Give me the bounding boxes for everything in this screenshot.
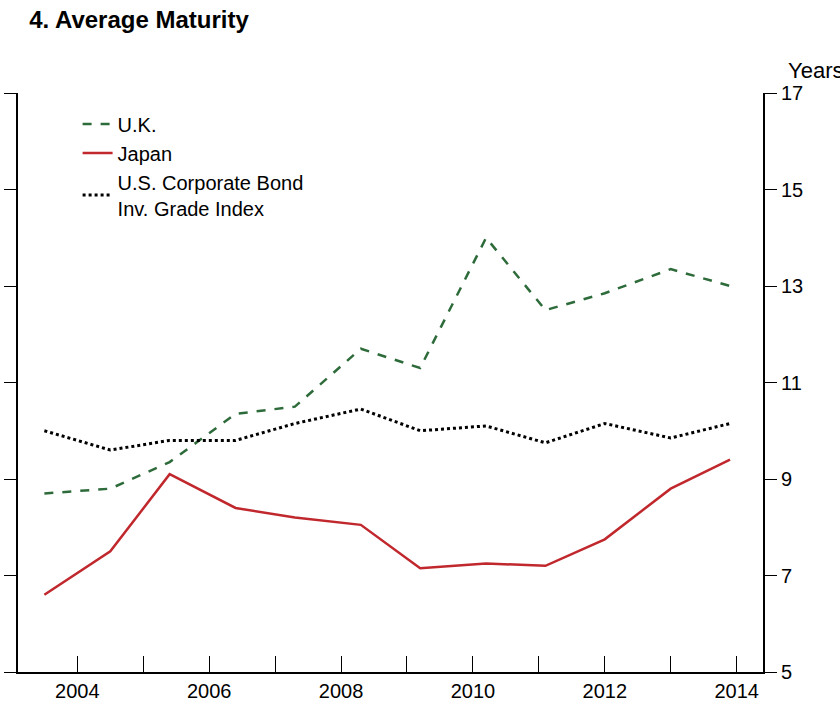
svg-text:2012: 2012 xyxy=(583,680,628,702)
svg-text:2010: 2010 xyxy=(451,680,496,702)
svg-text:U.S. Corporate BondInv. Grade: U.S. Corporate BondInv. Grade Index xyxy=(118,172,304,220)
svg-text:Japan: Japan xyxy=(118,143,173,165)
svg-text:2004: 2004 xyxy=(55,680,100,702)
svg-text:17: 17 xyxy=(781,82,803,104)
svg-text:13: 13 xyxy=(781,275,803,297)
svg-text:U.K.: U.K. xyxy=(118,114,157,136)
svg-text:11: 11 xyxy=(781,372,802,394)
svg-text:15: 15 xyxy=(781,179,803,201)
svg-text:2008: 2008 xyxy=(319,680,364,702)
svg-text:7: 7 xyxy=(781,565,792,587)
svg-text:4. Average Maturity: 4. Average Maturity xyxy=(29,6,249,33)
svg-text:2014: 2014 xyxy=(714,680,759,702)
svg-text:9: 9 xyxy=(781,468,792,490)
svg-text:5: 5 xyxy=(781,661,792,683)
svg-text:Years: Years xyxy=(788,58,840,83)
svg-text:2006: 2006 xyxy=(187,680,232,702)
